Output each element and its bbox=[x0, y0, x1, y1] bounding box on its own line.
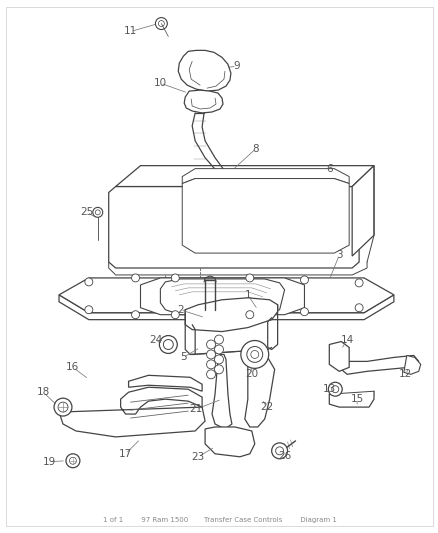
Ellipse shape bbox=[131, 311, 139, 319]
Text: 22: 22 bbox=[259, 402, 273, 412]
Ellipse shape bbox=[328, 382, 342, 396]
Polygon shape bbox=[244, 354, 274, 427]
Text: 20: 20 bbox=[245, 369, 258, 379]
Polygon shape bbox=[328, 342, 348, 372]
Text: 24: 24 bbox=[148, 335, 162, 344]
Text: 25: 25 bbox=[80, 207, 93, 217]
Text: 16: 16 bbox=[66, 362, 79, 373]
Polygon shape bbox=[182, 179, 348, 253]
Polygon shape bbox=[140, 278, 304, 314]
Ellipse shape bbox=[245, 274, 253, 282]
Ellipse shape bbox=[214, 345, 223, 354]
Text: 14: 14 bbox=[340, 335, 353, 344]
Text: 11: 11 bbox=[124, 27, 137, 36]
Ellipse shape bbox=[354, 304, 362, 312]
Ellipse shape bbox=[245, 311, 253, 319]
Ellipse shape bbox=[250, 351, 258, 358]
Ellipse shape bbox=[66, 454, 80, 468]
Text: 17: 17 bbox=[119, 449, 132, 459]
Ellipse shape bbox=[354, 279, 362, 287]
Text: 18: 18 bbox=[36, 387, 49, 397]
Polygon shape bbox=[178, 51, 230, 91]
Text: 26: 26 bbox=[277, 451, 290, 461]
Text: 5: 5 bbox=[180, 352, 186, 362]
Ellipse shape bbox=[69, 457, 76, 464]
Ellipse shape bbox=[271, 443, 287, 459]
Ellipse shape bbox=[85, 278, 92, 286]
Ellipse shape bbox=[300, 276, 308, 284]
Ellipse shape bbox=[300, 308, 308, 316]
Ellipse shape bbox=[159, 336, 177, 353]
Polygon shape bbox=[340, 356, 418, 374]
Polygon shape bbox=[59, 278, 393, 313]
Ellipse shape bbox=[206, 350, 215, 359]
Ellipse shape bbox=[155, 18, 167, 29]
Ellipse shape bbox=[331, 386, 338, 393]
Text: 9: 9 bbox=[233, 61, 240, 71]
Text: 1: 1 bbox=[244, 290, 251, 300]
Ellipse shape bbox=[240, 341, 268, 368]
Polygon shape bbox=[109, 187, 358, 268]
Polygon shape bbox=[59, 387, 205, 437]
Text: 3: 3 bbox=[335, 250, 342, 260]
Ellipse shape bbox=[158, 21, 164, 27]
Text: 19: 19 bbox=[42, 457, 56, 467]
Ellipse shape bbox=[54, 398, 72, 416]
Text: 13: 13 bbox=[322, 384, 335, 394]
Ellipse shape bbox=[214, 335, 223, 344]
Polygon shape bbox=[182, 168, 348, 183]
Text: 8: 8 bbox=[252, 144, 258, 154]
Polygon shape bbox=[351, 166, 373, 256]
Text: 1 of 1        97 Ram 1500       Transfer Case Controls        Diagram 1: 1 of 1 97 Ram 1500 Transfer Case Control… bbox=[102, 518, 336, 523]
Ellipse shape bbox=[206, 370, 215, 379]
Ellipse shape bbox=[171, 274, 179, 282]
Ellipse shape bbox=[58, 402, 68, 412]
Text: 12: 12 bbox=[398, 369, 411, 379]
Text: 15: 15 bbox=[350, 394, 363, 404]
Ellipse shape bbox=[131, 274, 139, 282]
Polygon shape bbox=[59, 295, 393, 320]
Ellipse shape bbox=[246, 346, 262, 362]
Text: 21: 21 bbox=[189, 404, 202, 414]
Ellipse shape bbox=[214, 355, 223, 364]
Ellipse shape bbox=[171, 311, 179, 319]
Polygon shape bbox=[185, 298, 277, 332]
Text: 23: 23 bbox=[191, 452, 204, 462]
Polygon shape bbox=[160, 279, 284, 314]
Text: 6: 6 bbox=[325, 164, 332, 174]
Ellipse shape bbox=[85, 306, 92, 314]
Polygon shape bbox=[212, 354, 231, 429]
Polygon shape bbox=[403, 356, 420, 374]
Ellipse shape bbox=[214, 365, 223, 374]
Polygon shape bbox=[128, 375, 201, 391]
Polygon shape bbox=[205, 427, 254, 457]
Text: 2: 2 bbox=[177, 305, 183, 314]
Ellipse shape bbox=[95, 210, 100, 215]
Polygon shape bbox=[184, 90, 223, 113]
Ellipse shape bbox=[163, 340, 173, 350]
Ellipse shape bbox=[275, 447, 283, 455]
Ellipse shape bbox=[206, 340, 215, 349]
Ellipse shape bbox=[92, 207, 102, 217]
Ellipse shape bbox=[206, 360, 215, 369]
Text: 10: 10 bbox=[153, 78, 166, 88]
Polygon shape bbox=[115, 166, 373, 187]
